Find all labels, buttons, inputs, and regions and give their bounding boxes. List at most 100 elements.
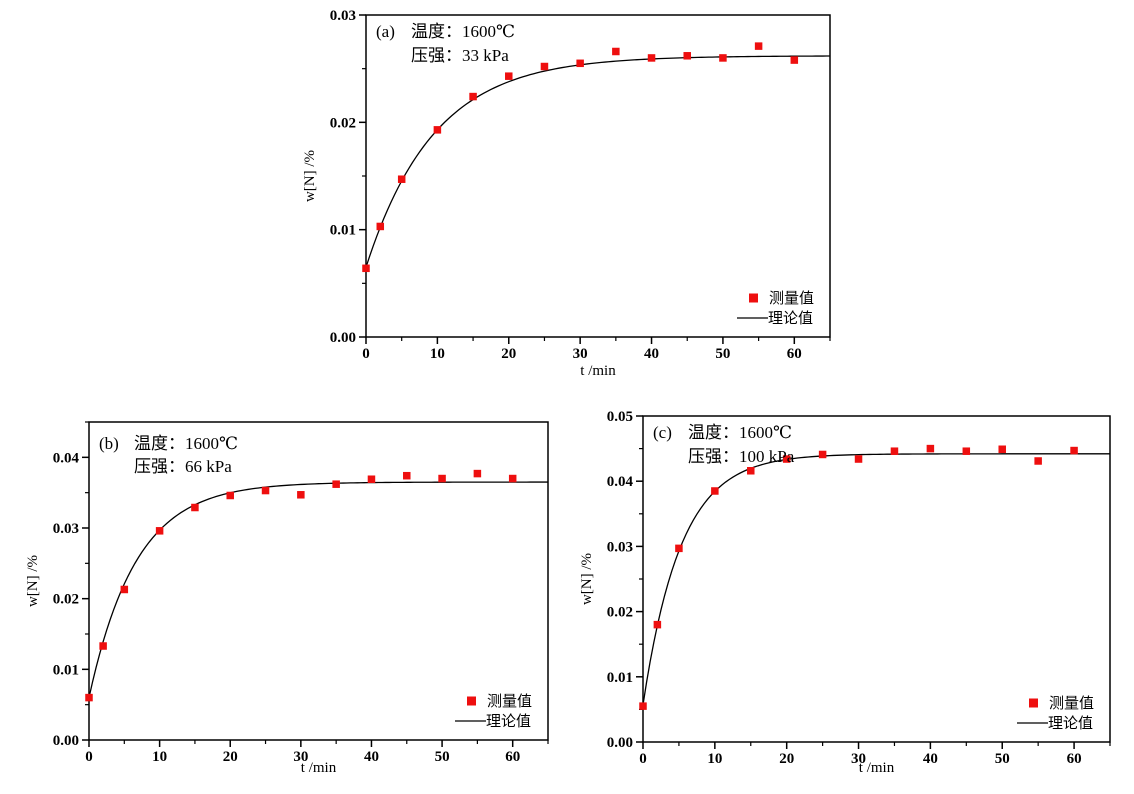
chart-panel-c: 0 10 20 30 40 50 60 0.00 0.01 0.02 0.03 0.04 0.05 t /…: [579, 395, 1134, 794]
chart-a: 0 10 20 30 40 50 60 0.00 0.01 0.02 0.03 t /min w[N] …: [302, 8, 831, 379]
legend-measured-label: 测量值: [769, 290, 814, 307]
measured-point: [926, 444, 935, 453]
measured-point: [754, 42, 763, 50]
measured-point: [226, 491, 234, 500]
legend-measured-swatch: [749, 293, 758, 303]
measured-point: [675, 544, 683, 553]
x-tick-label: 10: [707, 751, 722, 767]
x-tick-label: 20: [223, 749, 238, 765]
x-axis-title: t /min: [859, 760, 895, 776]
theory-curve: [365, 55, 831, 268]
measured-point: [540, 62, 549, 71]
x-tick-label: 30: [293, 749, 308, 765]
theory-curve: [642, 453, 1110, 705]
y-tick-label: 0.03: [53, 521, 79, 537]
legend-theory-label: 理论值: [486, 713, 531, 730]
measured-point: [639, 702, 647, 710]
measured-point: [367, 475, 376, 483]
measured-point: [473, 469, 482, 478]
y-axis-title: w[N] /%: [579, 553, 595, 605]
measured-point: [576, 59, 584, 68]
measured-point: [508, 474, 517, 483]
measured-point: [438, 474, 446, 483]
x-tick-label: 40: [923, 751, 938, 767]
measured-point: [376, 222, 385, 231]
measured-point: [719, 54, 727, 62]
legend-measured-label: 测量值: [487, 693, 532, 710]
legend-theory-label: 理论值: [768, 310, 813, 327]
measured-point: [612, 47, 620, 56]
measured-point: [362, 264, 370, 273]
y-tick-label: 0.01: [330, 223, 356, 239]
measured-point: [403, 471, 411, 480]
y-tick-label: 0.00: [607, 735, 633, 751]
legend-measured-swatch: [1029, 698, 1038, 708]
legend-measured-swatch: [467, 696, 476, 706]
measured-point: [297, 491, 305, 499]
measured-point: [191, 503, 199, 512]
measured-point: [261, 486, 270, 495]
measured-point: [890, 447, 899, 455]
annotation-pressure: 压强：66 kPa: [134, 457, 232, 476]
x-tick-label: 50: [995, 751, 1010, 767]
x-tick-label: 0: [85, 749, 93, 765]
x-tick-label: 10: [430, 346, 445, 362]
measured-point: [683, 52, 691, 60]
x-tick-label: 60: [1067, 751, 1082, 767]
x-tick-label: 20: [779, 751, 794, 767]
y-axis-title: w[N] /%: [302, 150, 318, 202]
measured-point: [790, 56, 799, 64]
x-tick-label: 40: [644, 346, 659, 362]
y-tick-label: 0.02: [607, 605, 633, 621]
legend-theory-label: 理论值: [1048, 715, 1093, 732]
y-tick-label: 0.02: [53, 592, 79, 608]
x-tick-label: 20: [501, 346, 516, 362]
measured-point: [85, 693, 93, 702]
chart-panel-b: 0 10 20 30 40 50 60 0.00 0.01 0.02 0.03 0.04 t /min w…: [25, 400, 590, 794]
measured-point: [747, 467, 755, 475]
measured-point: [854, 455, 863, 463]
measured-point: [505, 72, 513, 80]
x-tick-label: 60: [505, 749, 520, 765]
measured-point: [433, 126, 442, 134]
x-tick-label: 30: [573, 346, 588, 362]
measured-point: [782, 455, 791, 463]
measured-point: [1070, 446, 1078, 455]
x-tick-label: 50: [435, 749, 450, 765]
y-tick-label: 0.01: [607, 670, 633, 686]
y-tick-label: 0.04: [607, 474, 634, 490]
measured-point: [653, 620, 662, 629]
y-axis-title: w[N] /%: [25, 555, 41, 607]
y-tick-label: 0.03: [607, 539, 633, 555]
measured-point: [962, 447, 971, 455]
measured-point: [1034, 457, 1042, 465]
x-tick-label: 0: [362, 346, 370, 362]
x-tick-label: 60: [787, 346, 802, 362]
measured-point: [998, 445, 1006, 454]
x-axis-title: t /min: [580, 363, 616, 379]
annotation-temperature: 温度：1600℃: [134, 434, 238, 453]
x-tick-label: 10: [152, 749, 167, 765]
x-tick-label: 30: [851, 751, 866, 767]
annotation-temperature: 温度：1600℃: [688, 423, 792, 442]
plot-box: [88, 421, 549, 741]
measured-point: [155, 527, 164, 535]
y-tick-label: 0.00: [330, 330, 356, 346]
measured-point: [711, 487, 719, 495]
annotation-pressure: 压强：100 kPa: [688, 447, 795, 466]
x-axis-title: t /min: [301, 760, 337, 776]
x-tick-label: 40: [364, 749, 379, 765]
measured-point: [99, 642, 107, 650]
y-tick-label: 0.04: [53, 450, 80, 466]
y-tick-label: 0.00: [53, 733, 79, 749]
chart-c: 0 10 20 30 40 50 60 0.00 0.01 0.02 0.03 0.04 0.05 t /…: [579, 409, 1111, 776]
y-tick-label: 0.05: [607, 409, 633, 425]
measured-point: [647, 54, 656, 62]
legend-measured-label: 测量值: [1049, 695, 1094, 712]
measured-point: [120, 585, 129, 594]
annotation-pressure: 压强：33 kPa: [411, 46, 509, 65]
theory-curve: [88, 481, 548, 698]
y-tick-label: 0.03: [330, 8, 356, 24]
x-tick-label: 50: [715, 346, 730, 362]
